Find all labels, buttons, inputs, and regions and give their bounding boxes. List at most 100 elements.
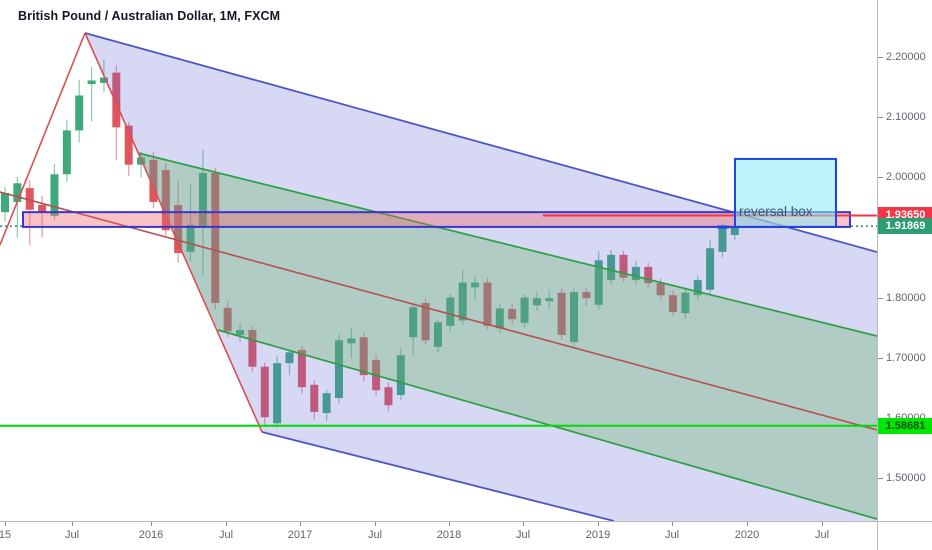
candle-body	[396, 355, 405, 396]
x-axis-label: 2017	[287, 529, 313, 541]
x-axis-tick	[747, 522, 748, 526]
x-axis-label: Jul	[664, 529, 680, 541]
x-axis-tick	[226, 522, 227, 526]
y-axis-label: 2.20000	[886, 51, 926, 63]
x-axis-tick	[72, 522, 73, 526]
candle-body	[211, 173, 220, 303]
candle-body	[619, 254, 628, 278]
candle-body	[384, 387, 393, 406]
candle-body	[124, 125, 133, 165]
time-axis[interactable]: 15 Jul 2016 Jul 2017 Jul 2018 Jul 2019 Jul 2020 Jul	[0, 521, 877, 550]
candle-body	[223, 307, 232, 332]
candle-body	[582, 292, 591, 299]
candle-body	[273, 363, 282, 424]
y-axis-label: 1.50000	[886, 472, 926, 484]
y-axis-tick	[878, 177, 883, 179]
axis-corner	[877, 521, 932, 550]
brown-long-trendline[interactable]	[0, 191, 877, 431]
candle-body	[310, 384, 319, 412]
candle-body	[248, 330, 257, 367]
x-axis-tick	[375, 522, 376, 526]
x-axis-tick	[151, 522, 152, 526]
candle-body	[359, 337, 368, 376]
red-rising-trendline[interactable]	[0, 32, 86, 246]
x-axis-label: Jul	[515, 529, 531, 541]
candle-body	[1, 192, 9, 213]
candle-body	[483, 282, 492, 326]
red-falling-trendline[interactable]	[84, 32, 263, 433]
candle-body	[149, 159, 158, 202]
candle-body	[471, 282, 480, 288]
candle-body	[198, 173, 207, 228]
x-axis-label: 2019	[585, 529, 611, 541]
y-axis-label: 2.10000	[886, 111, 926, 124]
candle-body	[99, 77, 108, 83]
candle-body	[347, 338, 356, 344]
candle-body	[50, 174, 59, 216]
x-axis-label: Jul	[367, 529, 383, 541]
candle-body	[421, 302, 430, 341]
y-axis-label: 1.80000	[886, 291, 926, 304]
candle-body	[644, 266, 653, 284]
candle-body	[87, 80, 96, 85]
resistance-zone[interactable]	[22, 211, 851, 228]
blue-channel-bottom-line[interactable]	[261, 431, 615, 521]
candle-body	[656, 283, 665, 296]
price-tag: 1.91869	[878, 218, 932, 235]
candle-body	[75, 95, 84, 131]
candle-body	[334, 340, 343, 399]
candle-body	[607, 254, 616, 281]
x-axis-tick	[598, 522, 599, 526]
candle-body	[594, 260, 603, 305]
candle-body	[495, 308, 504, 329]
x-axis-label: 2020	[734, 529, 760, 541]
price-axis[interactable]: 2.200002.100002.000001.800001.700001.600…	[877, 0, 932, 521]
candle-body	[62, 130, 71, 175]
x-axis-tick	[523, 522, 524, 526]
x-axis-tick	[449, 522, 450, 526]
candle-body	[508, 308, 517, 320]
candle-body	[668, 295, 677, 313]
candle-body	[718, 227, 727, 252]
x-axis-label: 15	[0, 529, 12, 541]
green-channel-fill[interactable]	[138, 153, 877, 519]
candle-body	[570, 292, 579, 343]
x-axis-label: 2018	[436, 529, 462, 541]
x-axis-tick	[672, 522, 673, 526]
x-axis-label: Jul	[218, 529, 234, 541]
x-axis-label: Jul	[64, 529, 80, 541]
chart-title: British Pound / Australian Dollar, 1M, F…	[18, 9, 281, 23]
candlestick-chart[interactable]: reversal box	[0, 0, 877, 521]
candle-body	[730, 226, 739, 236]
price-chart-canvas[interactable]: reversal box British Pound / Australian …	[0, 0, 877, 521]
candle-body	[458, 282, 467, 321]
candle-body	[236, 330, 245, 335]
y-axis-tick	[878, 478, 883, 479]
candles-group	[1, 59, 739, 428]
y-axis-label: 1.70000	[886, 351, 926, 364]
x-axis-label: 2016	[138, 529, 164, 541]
candle-body	[545, 298, 554, 302]
candle-body	[532, 298, 541, 306]
reversal-box[interactable]	[734, 157, 837, 228]
candle-body	[38, 204, 47, 213]
reversal-box-label: reversal box	[739, 204, 813, 219]
y-axis-tick	[878, 297, 883, 299]
candle-body	[112, 72, 121, 128]
blue-channel-fill[interactable]	[85, 33, 877, 521]
candle-body	[174, 204, 183, 254]
y-axis-tick	[878, 57, 883, 58]
price-tag: 1.58681	[878, 417, 932, 434]
candle-body	[520, 297, 529, 323]
candle-body	[285, 352, 294, 364]
green-channel-bottom-line[interactable]	[217, 329, 877, 520]
candle-body	[433, 322, 442, 347]
candle-body	[631, 266, 640, 281]
green-channel-top-line[interactable]	[137, 152, 877, 337]
candle-body	[297, 349, 306, 388]
candle-body	[322, 393, 331, 414]
x-axis-tick	[5, 522, 6, 526]
x-axis-label: Jul	[814, 529, 830, 541]
candle-body	[260, 366, 269, 418]
